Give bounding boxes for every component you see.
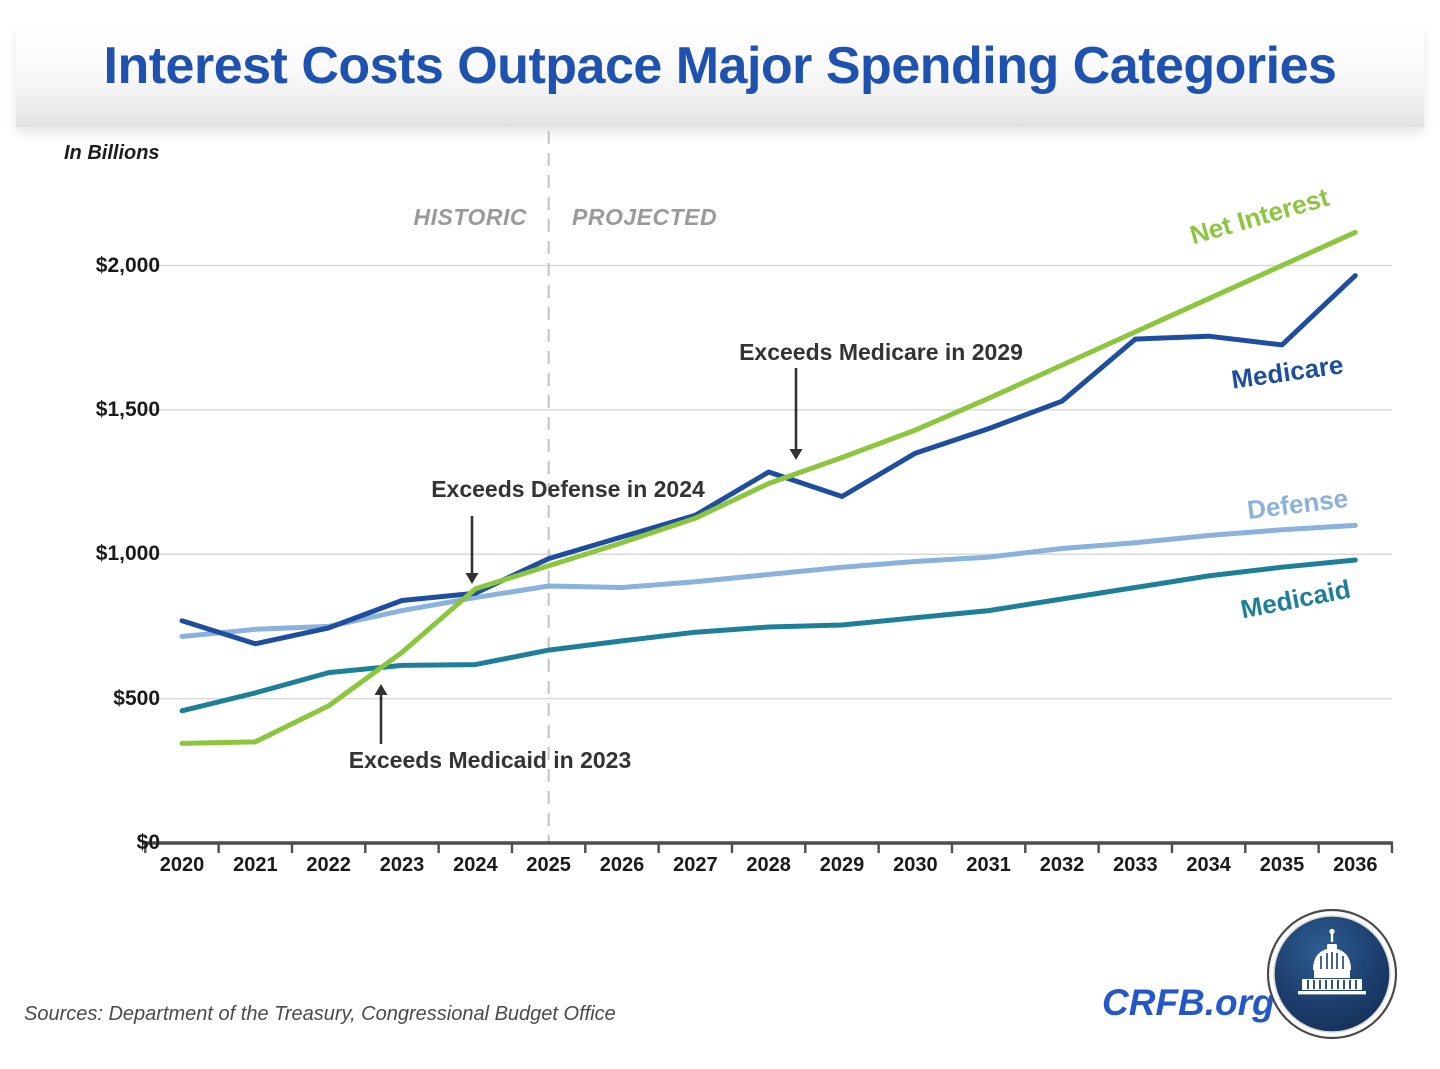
x-tick-label: 2024: [453, 854, 498, 876]
x-tick-label: 2022: [306, 854, 351, 876]
capitol-icon: [1266, 908, 1398, 1040]
x-tick-label: 2031: [966, 854, 1011, 876]
crfb-capitol-logo: [1266, 908, 1398, 1040]
annotation-exceeds-medicaid: Exceeds Medicaid in 2023: [348, 747, 632, 773]
x-tick-label: 2025: [526, 854, 571, 876]
y-tick-label: $2,000: [95, 253, 160, 277]
x-tick-label: 2033: [1113, 854, 1158, 876]
x-tick-label: 2029: [819, 854, 865, 876]
page-title: Interest Costs Outpace Major Spending Ca…: [103, 37, 1337, 95]
x-tick-label: 2036: [1333, 854, 1378, 876]
x-tick-label: 2032: [1039, 854, 1085, 876]
annotation-arrowhead: [789, 449, 803, 460]
crfb-brand-text: CRFB.org: [1102, 982, 1275, 1023]
annotation-arrowhead: [465, 573, 479, 584]
y-tick-label: $0: [136, 831, 160, 854]
x-tick-label: 2028: [746, 854, 791, 876]
x-tick-label: 2034: [1186, 854, 1231, 876]
series-line-defense: [179, 522, 1358, 639]
x-tick-label: 2021: [233, 854, 278, 876]
y-tick-label: $500: [113, 686, 160, 710]
x-tick-label: 2035: [1259, 854, 1305, 876]
x-tick-label: 2026: [599, 854, 645, 876]
annotation-exceeds-medicare: Exceeds Medicare in 2029: [739, 339, 1023, 365]
x-tick-label: 2020: [159, 854, 205, 876]
title-banner: Interest Costs Outpace Major Spending Ca…: [16, 28, 1424, 127]
sources-note: Sources: Department of the Treasury, Con…: [24, 1003, 616, 1025]
projected-label: PROJECTED: [572, 204, 718, 230]
x-tick-label: 2023: [379, 854, 425, 876]
x-tick-label: 2030: [893, 854, 938, 876]
annotation-arrowhead: [374, 684, 388, 695]
series-line-net-interest: [179, 229, 1358, 746]
annotation-exceeds-defense: Exceeds Defense in 2024: [431, 476, 705, 502]
x-tick-label: 2027: [673, 854, 718, 876]
series-line-medicaid: [179, 557, 1358, 714]
historic-label: HISTORIC: [413, 204, 527, 230]
y-tick-label: $1,000: [95, 542, 160, 566]
y-tick-label: $1,500: [95, 397, 160, 421]
series-line-medicare: [179, 273, 1358, 647]
units-label: In Billions: [64, 142, 160, 164]
